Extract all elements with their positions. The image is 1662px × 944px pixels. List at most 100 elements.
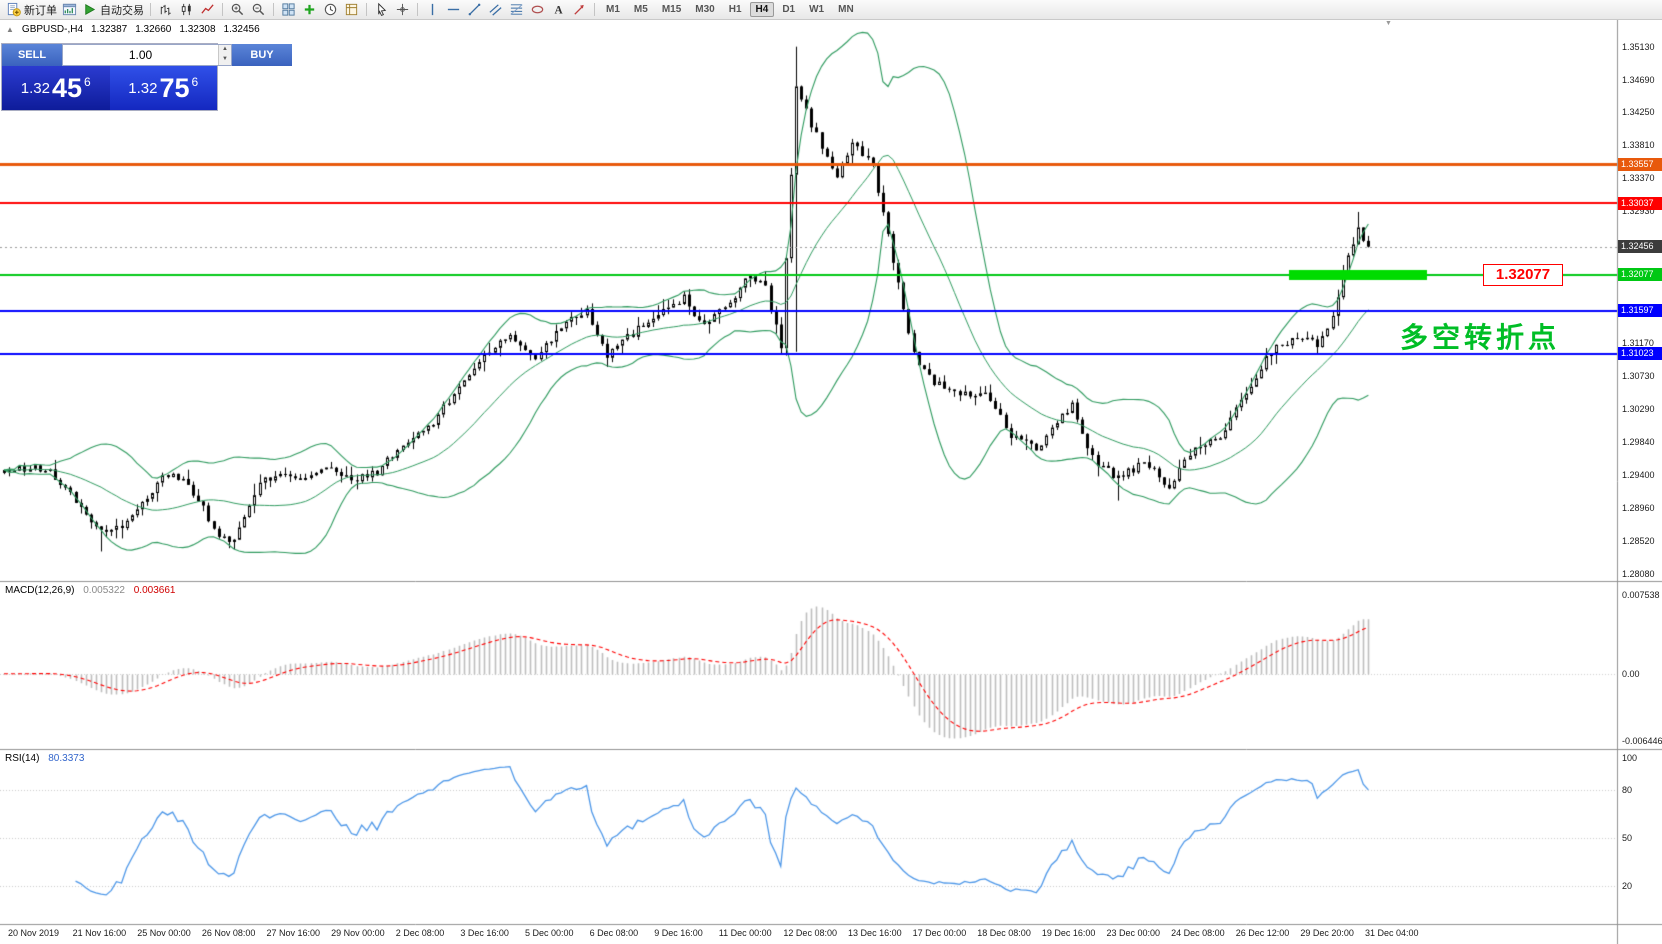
text-icon[interactable]: A [548,1,569,19]
macd-signal-value: 0.003661 [133,585,176,596]
price-scale-tick: 1.33810 [1622,140,1655,151]
price-scale-tick: 1.35130 [1622,41,1655,52]
templates-icon[interactable] [341,1,362,19]
autotrade-icon[interactable]: 自动交易 [80,1,146,19]
toolbar-separator [150,3,151,16]
sell-button[interactable]: SELL [2,44,62,66]
tile-windows-icon[interactable] [278,1,299,19]
time-axis-label: 19 Dec 16:00 [1041,928,1096,938]
zoom-out-icon[interactable] [248,1,269,19]
buy-price-pips: 75 [159,72,190,103]
ohlc-close: 1.32456 [223,24,260,35]
chart-ohlc-header: ▲ GBPUSD-,H4 1.32387 1.32660 1.32308 1.3… [6,24,260,35]
time-axis-label: 23 Dec 00:00 [1106,928,1161,938]
shapes-icon[interactable] [527,1,548,19]
level-price-tag: 1.32077 [1483,264,1563,286]
charts-window-icon[interactable] [59,1,80,19]
autotrade-label: 自动交易 [100,4,144,17]
time-axis-label: 29 Dec 20:00 [1300,928,1354,938]
buy-button[interactable]: BUY [232,44,292,66]
macd-main-value: 0.005322 [83,585,125,596]
time-axis-label: 31 Dec 04:00 [1365,928,1419,938]
time-axis-label: 12 Dec 08:00 [783,928,837,938]
volume-input[interactable] [63,45,218,65]
rsi-scale-label: 80 [1622,785,1633,796]
timeframe-M30[interactable]: M30 [695,4,715,15]
new-order-label: 新订单 [24,4,57,17]
timeframe-M15[interactable]: M15 [661,4,682,15]
toolbar: 新订单 自动交易 A M1 M5 M15 M30 H1 H4 D1 W1 MN [0,0,1662,20]
timeframe-M1[interactable]: M1 [606,4,620,15]
toolbar-separator [594,3,595,16]
price-scale-tick: 1.28080 [1622,568,1655,579]
time-axis-label: 11 Dec 00:00 [718,928,772,938]
macd-scale-label: 0.00 [1622,668,1640,679]
cursor-icon[interactable] [371,1,392,19]
price-scale-tick: 1.33370 [1622,173,1655,184]
sell-price-pips: 45 [51,72,83,103]
ohlc-open: 1.32387 [91,24,128,35]
price-scale-tick: 1.32930 [1622,206,1655,217]
price-scale-tick: 1.28520 [1622,535,1655,546]
horizontal-line-icon[interactable] [443,1,464,19]
bar-chart-icon[interactable] [155,1,176,19]
rsi-value: 80.3373 [48,753,85,764]
timeframe-D1[interactable]: D1 [782,4,796,15]
new-order-icon[interactable]: 新订单 [4,1,59,19]
zoom-in-icon[interactable] [227,1,248,19]
toolbar-separator [222,3,223,16]
time-axis-label: 26 Dec 12:00 [1235,928,1290,938]
trendline-icon[interactable] [464,1,485,19]
time-axis-label: 20 Nov 2019 [8,928,60,938]
rsi-scale-label: 50 [1622,833,1633,844]
volume-down-button[interactable]: ▼ [219,55,231,65]
time-axis-label: 21 Nov 16:00 [72,928,127,938]
period-icon[interactable] [320,1,341,19]
candlestick-chart-icon[interactable] [176,1,197,19]
time-axis-label: 13 Dec 16:00 [848,928,902,938]
turning-point-annotation: 多空转折点 [1400,321,1561,354]
one-click-trading-panel: SELL ▲ ▼ BUY 1.32 45 6 1.32 75 6 [2,44,292,110]
sell-price-point: 6 [84,75,91,89]
time-axis-label: 25 Nov 00:00 [137,928,191,938]
line-chart-icon[interactable] [197,1,218,19]
rsi-indicator-header: RSI(14) 80.3373 [5,753,84,764]
vertical-line-icon[interactable] [422,1,443,19]
sell-price-button[interactable]: 1.32 45 6 [2,66,110,110]
price-level-badge: 1.33037 [1618,196,1662,210]
price-scale-tick: 1.31170 [1622,337,1654,348]
price-scale-tick: 1.29400 [1622,470,1655,481]
channel-icon[interactable] [485,1,506,19]
time-axis-label: 5 Dec 00:00 [524,928,574,938]
buy-price-button[interactable]: 1.32 75 6 [109,66,217,110]
time-axis-label: 6 Dec 08:00 [589,928,639,938]
chart-shift-marker-icon: ▼ [1385,20,1392,27]
time-axis-label: 27 Nov 16:00 [266,928,321,938]
timeframe-W1[interactable]: W1 [809,4,825,15]
chart-symbol-label: GBPUSD-,H4 [21,24,84,35]
price-level-badge: 1.31597 [1618,304,1662,318]
price-level-badge: 1.32077 [1618,268,1662,282]
time-axis-label: 3 Dec 16:00 [460,928,509,938]
time-axis-label: 2 Dec 08:00 [395,928,445,938]
price-scale-tick: 1.34250 [1622,107,1655,118]
crosshair-icon[interactable] [392,1,413,19]
fibonacci-icon[interactable] [506,1,527,19]
indicators-icon[interactable] [299,1,320,19]
timeframe-M5[interactable]: M5 [633,4,648,15]
volume-up-button[interactable]: ▲ [219,45,231,55]
toolbar-separator [366,3,367,16]
macd-indicator-header: MACD(12,26,9) 0.005322 0.003661 [5,585,175,596]
time-axis-label: 24 Dec 08:00 [1171,928,1225,938]
timeframe-H4[interactable]: H4 [749,2,775,17]
timeframe-MN[interactable]: MN [838,4,854,15]
buy-price-point: 6 [191,75,199,89]
one-click-collapse-icon[interactable]: ▲ [6,25,14,34]
price-level-badge: 1.31023 [1618,347,1662,361]
arrow-tools-icon[interactable] [569,1,590,19]
timeframe-H1[interactable]: H1 [728,4,742,15]
sell-price-figure: 1.32 [20,79,50,97]
price-scale-tick: 1.30290 [1622,403,1655,414]
